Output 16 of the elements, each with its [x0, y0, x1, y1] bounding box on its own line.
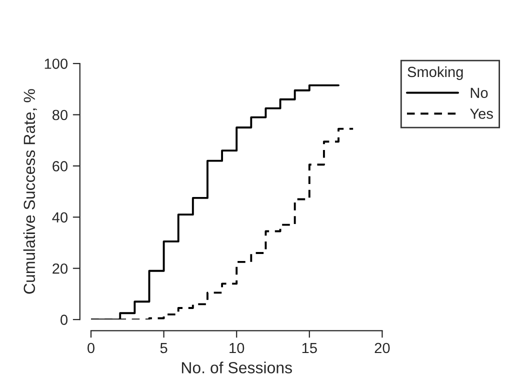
legend-label: Yes	[470, 108, 493, 119]
x-tick-label: 0	[88, 342, 94, 354]
x-tick-label: 15	[302, 343, 317, 354]
legend-label: No	[470, 88, 488, 98]
x-tick-label: 10	[230, 342, 244, 354]
y-tick-label: 20	[52, 263, 68, 274]
y-tick-label: 0	[60, 314, 68, 325]
legend-title: Smoking	[408, 66, 463, 80]
y-tick-label: 40	[52, 212, 68, 223]
x-axis-title: No. of Sessions	[182, 362, 292, 374]
y-tick-label: 60	[52, 161, 68, 172]
y-tick-label: 80	[52, 110, 68, 120]
x-tick-label: 20	[374, 342, 390, 354]
y-tick-label: 100	[44, 58, 68, 69]
y-axis-title: Cumulative Success Rate, %	[23, 89, 37, 294]
x-tick-label: 5	[160, 343, 168, 354]
